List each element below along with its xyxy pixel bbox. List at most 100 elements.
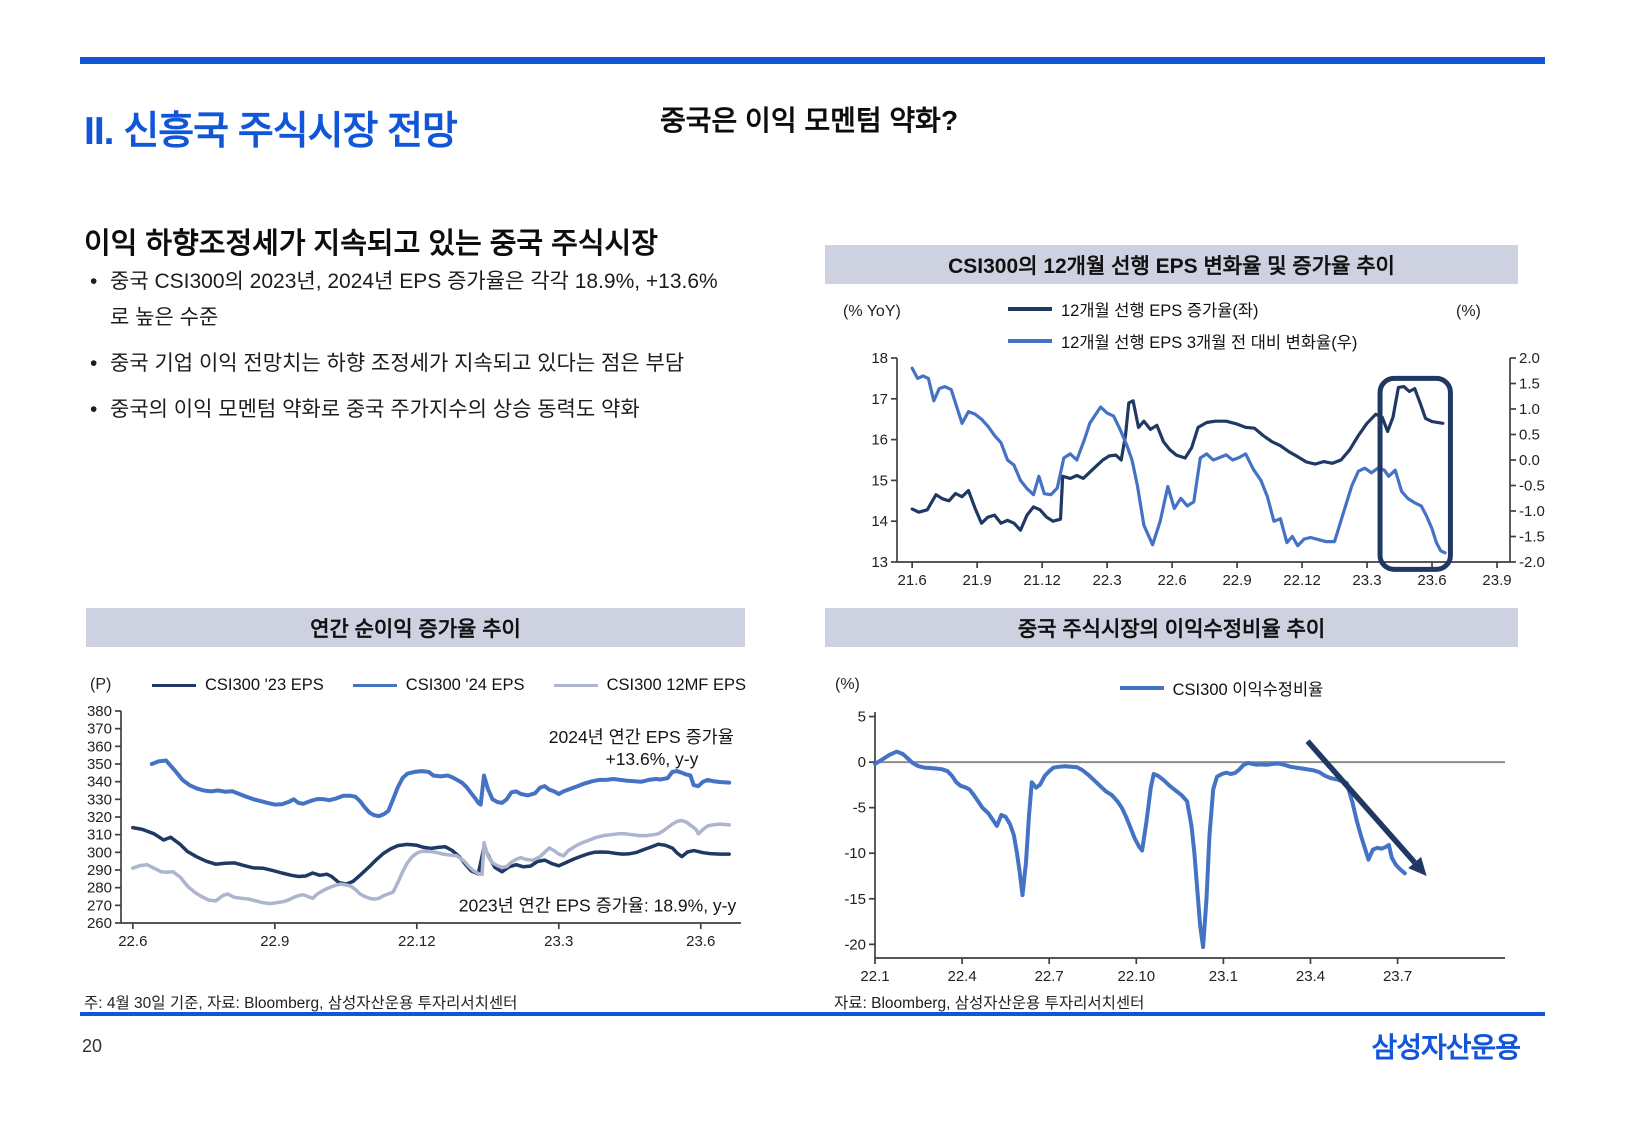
right-tick-label: -1.0 <box>1519 503 1545 520</box>
x-tick-label: 23.1 <box>1209 968 1238 985</box>
left-tick-label: 5 <box>858 709 866 726</box>
legend-item: CSI300 '23 EPS <box>152 676 324 695</box>
x-tick-label: 21.9 <box>963 572 992 589</box>
legend-swatch-icon <box>1008 339 1052 343</box>
legend-swatch-icon <box>1008 307 1052 311</box>
x-tick-label: 22.6 <box>118 933 147 950</box>
series-line <box>910 366 1447 555</box>
legend-swatch-icon <box>1119 686 1164 690</box>
right-tick-label: -0.5 <box>1519 478 1545 495</box>
left-tick-label: 320 <box>87 809 112 826</box>
x-tick-label: 22.3 <box>1093 572 1122 589</box>
x-tick-label: 22.12 <box>1283 572 1321 589</box>
left-tick-label: 300 <box>87 844 112 861</box>
left-tick-label: 14 <box>871 513 888 530</box>
legend-item: CSI300 '24 EPS <box>352 676 525 695</box>
x-tick-label: 23.6 <box>686 933 715 950</box>
legend-swatch-icon <box>152 683 196 688</box>
right-tick-label: 0.0 <box>1519 452 1540 469</box>
bottom-rule <box>80 1012 1545 1016</box>
right-tick-label: -1.5 <box>1519 529 1545 546</box>
left-tick-label: -10 <box>844 845 866 862</box>
legend-swatch-icon <box>553 683 598 688</box>
legend-label: CSI300 12MF EPS <box>606 676 746 694</box>
chart-legend: CSI300 이익수정비율 <box>825 676 1518 700</box>
left-axis-unit-label: (P) <box>90 676 112 693</box>
right-tick-label: 0.5 <box>1519 427 1540 444</box>
chart-legend: CSI300 '23 EPS CSI300 '24 EPS CSI300 12MF … <box>152 676 746 695</box>
left-tick-label: 16 <box>871 432 888 449</box>
right-tick-label: 1.0 <box>1519 401 1540 418</box>
left-tick-label: 18 <box>871 350 888 367</box>
section-heading: 이익 하향조정세가 지속되고 있는 중국 주식시장 <box>84 228 658 261</box>
x-tick-label: 22.9 <box>260 933 289 950</box>
trend-arrow <box>1305 739 1417 865</box>
left-tick-label: 260 <box>87 915 112 932</box>
highlight-box <box>1377 375 1453 572</box>
left-tick-label: -15 <box>844 891 866 908</box>
right-axis-unit-label: (%) <box>1456 303 1481 320</box>
bullet-item: 중국 기업 이익 전망치는 하향 조정세가 지속되고 있다는 점은 부담 <box>88 346 793 382</box>
chart-title-annual-eps: 연간 순이익 증가율 추이 <box>86 608 745 647</box>
bullet-item: 중국 CSI300의 2023년, 2024년 EPS 증가율은 각각 18.9… <box>88 264 793 336</box>
series-line <box>131 818 731 906</box>
x-tick-label: 22.4 <box>947 968 976 985</box>
left-tick-label: 350 <box>87 756 112 773</box>
x-tick-label: 21.12 <box>1023 572 1061 589</box>
left-tick-label: 0 <box>858 754 866 771</box>
chart-annotation: 2024년 연간 EPS 증가율 <box>549 727 734 747</box>
left-tick-label: -5 <box>853 800 866 817</box>
series-line <box>149 758 732 819</box>
left-axis-unit-label: (%) <box>835 676 860 693</box>
eps-trend-chart: 18 17 16 15 14 13 2.0 1.5 1.0 0.5 0.0 -0.5 -1.0 -1.5 -… <box>871 350 1545 589</box>
left-axis-unit-label: (% YoY) <box>843 303 901 320</box>
footnote-right: 자료: Bloomberg, 삼성자산운용 투자리서치센터 <box>834 995 1145 1012</box>
legend-swatch-icon <box>352 683 397 688</box>
left-tick-label: 330 <box>87 791 112 808</box>
footnote-left: 주: 4월 30일 기준, 자료: Bloomberg, 삼성자산운용 투자리서… <box>84 995 518 1012</box>
x-tick-label: 23.3 <box>544 933 573 950</box>
x-tick-label: 23.9 <box>1482 572 1511 589</box>
x-tick-label: 22.1 <box>860 968 889 985</box>
chart-title-eps-trend: CSI300의 12개월 선행 EPS 변화율 및 증가율 추이 <box>825 245 1518 284</box>
trend-arrow-head <box>1408 856 1427 876</box>
legend-label: 12개월 선행 EPS 3개월 전 대비 변화율(우) <box>1061 334 1358 352</box>
left-tick-label: 290 <box>87 862 112 879</box>
chart-title-revision-ratio: 중국 주식시장의 이익수정비율 추이 <box>825 608 1518 647</box>
chart-annotation: +13.6%, y-y <box>605 749 698 769</box>
chart-annotation: 2023년 연간 EPS 증가율: 18.9%, y-y <box>459 896 737 916</box>
left-tick-label: 15 <box>871 472 888 489</box>
x-tick-label: 22.9 <box>1222 572 1251 589</box>
right-tick-label: -2.0 <box>1519 554 1545 571</box>
legend-label: 12개월 선행 EPS 증가율(좌) <box>1061 302 1259 320</box>
x-tick-label: 22.10 <box>1118 968 1156 985</box>
left-tick-label: -20 <box>844 936 866 953</box>
bullet-list: 중국 CSI300의 2023년, 2024년 EPS 증가율은 각각 18.9… <box>88 264 793 438</box>
legend-label: CSI300 '24 EPS <box>405 676 525 694</box>
legend-label: CSI300 '23 EPS <box>205 676 324 694</box>
x-tick-label: 23.3 <box>1352 572 1381 589</box>
x-tick-label: 21.6 <box>898 572 927 589</box>
legend-item: 12개월 선행 EPS 3개월 전 대비 변화율(우) <box>1008 329 1357 353</box>
series-line <box>873 749 1407 950</box>
left-tick-label: 380 <box>87 703 112 720</box>
x-tick-label: 22.6 <box>1157 572 1186 589</box>
top-rule <box>80 57 1545 64</box>
legend-item: CSI300 이익수정비율 <box>1119 676 1324 700</box>
right-tick-label: 2.0 <box>1519 350 1540 367</box>
page-subtitle: 중국은 이익 모멘텀 약화? <box>660 105 959 136</box>
legend-label: CSI300 이익수정비율 <box>1172 681 1324 699</box>
legend-item: CSI300 12MF EPS <box>553 676 746 695</box>
left-tick-label: 17 <box>871 391 888 408</box>
x-tick-label: 22.7 <box>1035 968 1064 985</box>
revision-ratio-chart: 5 0 -5 -10 -15 -20 22.1 22.4 22.7 22.10 23.1 23.4 23… <box>844 709 1505 985</box>
page-title: II. 신흥국 주식시장 전망 <box>84 110 458 154</box>
left-tick-label: 340 <box>87 774 112 791</box>
right-tick-label: 1.5 <box>1519 376 1540 393</box>
x-tick-label: 23.7 <box>1383 968 1412 985</box>
left-tick-label: 310 <box>87 827 112 844</box>
left-tick-label: 280 <box>87 880 112 897</box>
left-tick-label: 360 <box>87 738 112 755</box>
page-number: 20 <box>82 1036 103 1056</box>
